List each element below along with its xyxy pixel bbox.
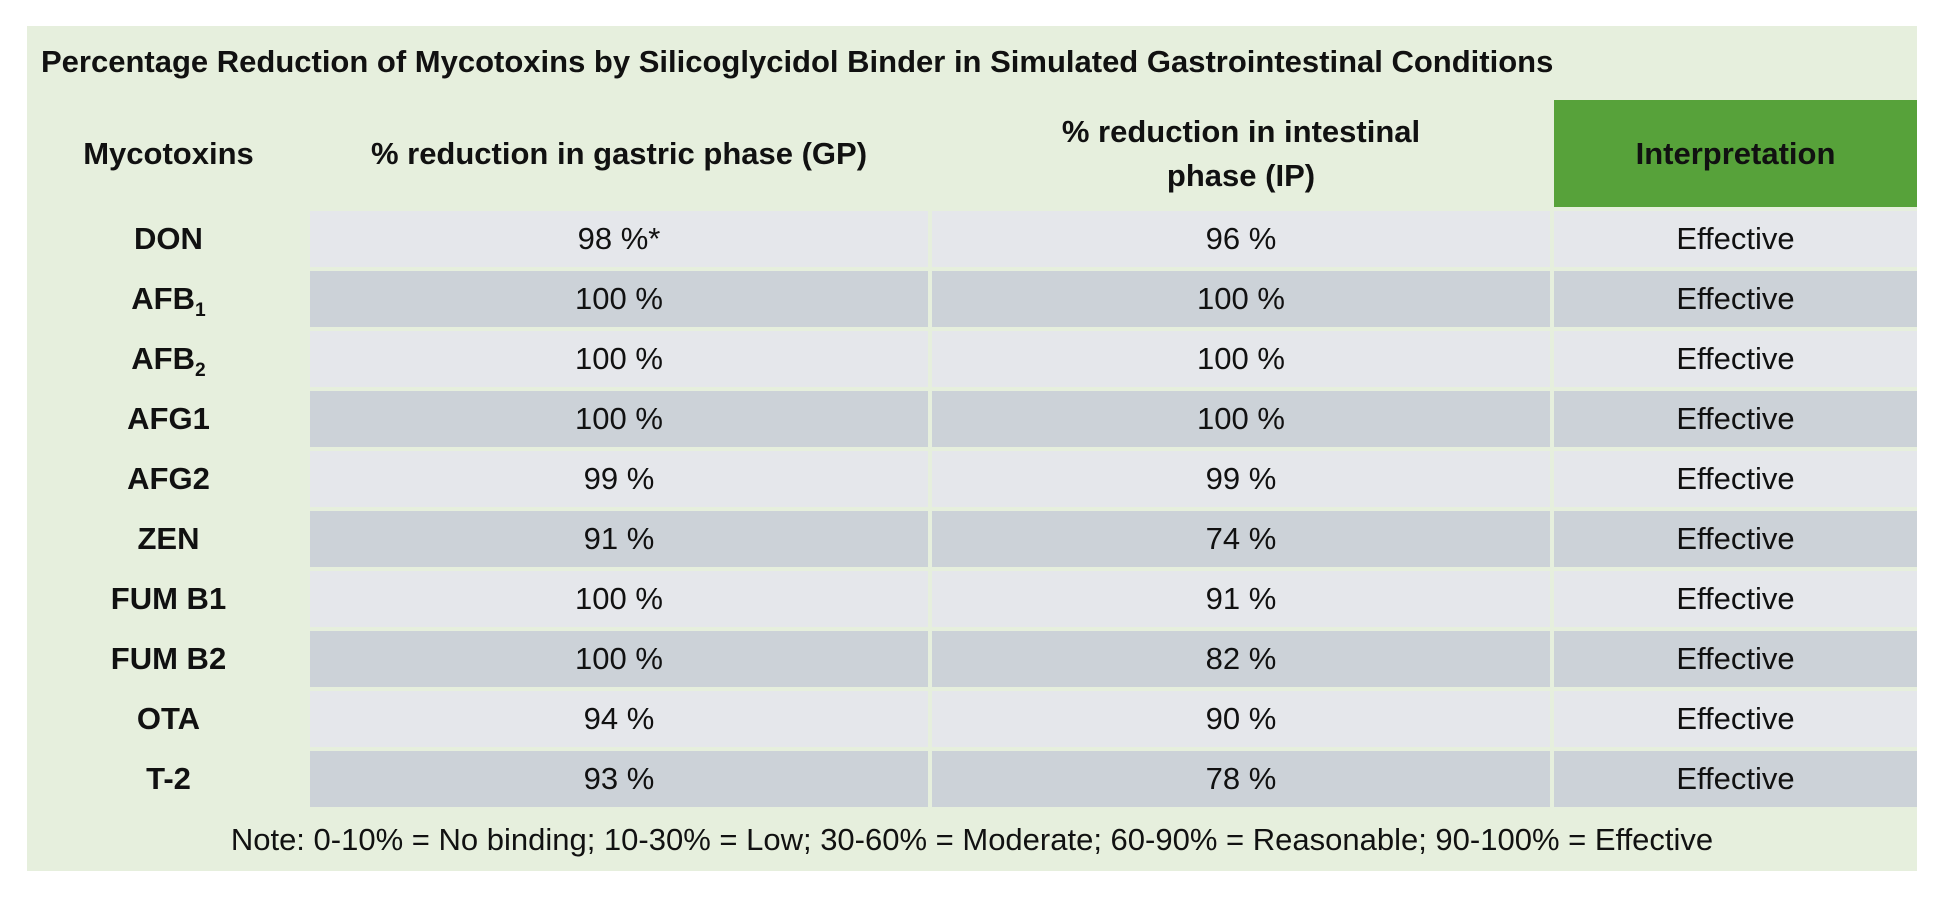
mycotoxin-cell: AFG2	[31, 451, 306, 507]
interpretation-cell: Effective	[1554, 391, 1917, 447]
header-row: Mycotoxins % reduction in gastric phase …	[31, 100, 1917, 207]
interpretation-cell: Effective	[1554, 631, 1917, 687]
mycotoxin-name: FUM B2	[110, 641, 227, 676]
interpretation-cell: Effective	[1554, 751, 1917, 807]
table-title: Percentage Reduction of Mycotoxins by Si…	[41, 44, 1554, 79]
table-row: AFB2 100 % 100 % Effective	[31, 331, 1917, 387]
table-row: T-2 93 % 78 % Effective	[31, 751, 1917, 807]
intestinal-reduction-cell: 100 %	[932, 271, 1550, 327]
table-row: AFG1 100 % 100 % Effective	[31, 391, 1917, 447]
gastric-reduction-cell: 91 %	[310, 511, 928, 567]
table-row: FUM B2 100 % 82 % Effective	[31, 631, 1917, 687]
header-intestinal-phase-label: % reduction in intestinal phase (IP)	[1061, 114, 1421, 193]
mycotoxin-name: T-2	[146, 761, 191, 796]
mycotoxin-table: Mycotoxins % reduction in gastric phase …	[27, 96, 1921, 811]
table-row: OTA 94 % 90 % Effective	[31, 691, 1917, 747]
table-note: Note: 0-10% = No binding; 10-30% = Low; …	[230, 822, 1714, 857]
mycotoxin-cell: AFB1	[31, 271, 306, 327]
mycotoxin-cell: OTA	[31, 691, 306, 747]
header-gastric-phase: % reduction in gastric phase (GP)	[310, 100, 928, 207]
mycotoxin-cell: FUM B1	[31, 571, 306, 627]
gastric-reduction-cell: 94 %	[310, 691, 928, 747]
gastric-reduction-cell: 93 %	[310, 751, 928, 807]
table-row: DON 98 %* 96 % Effective	[31, 211, 1917, 267]
table-row: FUM B1 100 % 91 % Effective	[31, 571, 1917, 627]
gastric-reduction-cell: 100 %	[310, 331, 928, 387]
intestinal-reduction-cell: 82 %	[932, 631, 1550, 687]
intestinal-reduction-cell: 100 %	[932, 331, 1550, 387]
mycotoxin-cell: ZEN	[31, 511, 306, 567]
table-row: ZEN 91 % 74 % Effective	[31, 511, 1917, 567]
mycotoxin-subscript: 2	[195, 359, 206, 381]
gastric-reduction-cell: 100 %	[310, 391, 928, 447]
header-interpretation: Interpretation	[1554, 100, 1917, 207]
mycotoxin-cell: DON	[31, 211, 306, 267]
mycotoxin-name: FUM B1	[110, 581, 227, 616]
mycotoxin-cell: T-2	[31, 751, 306, 807]
mycotoxin-cell: AFG1	[31, 391, 306, 447]
mycotoxin-name: OTA	[136, 701, 201, 736]
mycotoxin-name: AFB	[131, 341, 196, 376]
interpretation-cell: Effective	[1554, 511, 1917, 567]
intestinal-reduction-cell: 78 %	[932, 751, 1550, 807]
mycotoxin-name: AFG1	[127, 401, 210, 436]
table-body: Mycotoxins % reduction in gastric phase …	[31, 100, 1917, 807]
mycotoxin-name: DON	[134, 221, 203, 256]
gastric-reduction-cell: 100 %	[310, 631, 928, 687]
interpretation-cell: Effective	[1554, 571, 1917, 627]
mycotoxin-name: AFB	[131, 281, 196, 316]
gastric-reduction-cell: 100 %	[310, 571, 928, 627]
interpretation-cell: Effective	[1554, 451, 1917, 507]
mycotoxin-cell: FUM B2	[31, 631, 306, 687]
intestinal-reduction-cell: 99 %	[932, 451, 1550, 507]
intestinal-reduction-cell: 96 %	[932, 211, 1550, 267]
header-mycotoxins: Mycotoxins	[31, 100, 306, 207]
mycotoxin-name: ZEN	[137, 521, 200, 556]
intestinal-reduction-cell: 90 %	[932, 691, 1550, 747]
intestinal-reduction-cell: 100 %	[932, 391, 1550, 447]
gastric-reduction-cell: 99 %	[310, 451, 928, 507]
interpretation-cell: Effective	[1554, 211, 1917, 267]
table-row: AFB1 100 % 100 % Effective	[31, 271, 1917, 327]
intestinal-reduction-cell: 91 %	[932, 571, 1550, 627]
intestinal-reduction-cell: 74 %	[932, 511, 1550, 567]
interpretation-cell: Effective	[1554, 691, 1917, 747]
interpretation-cell: Effective	[1554, 271, 1917, 327]
mycotoxin-name: AFG2	[127, 461, 210, 496]
gastric-reduction-cell: 98 %*	[310, 211, 928, 267]
interpretation-cell: Effective	[1554, 331, 1917, 387]
header-intestinal-phase: % reduction in intestinal phase (IP)	[932, 100, 1550, 207]
mycotoxin-subscript: 1	[195, 299, 206, 321]
gastric-reduction-cell: 100 %	[310, 271, 928, 327]
mycotoxin-cell: AFB2	[31, 331, 306, 387]
table-row: AFG2 99 % 99 % Effective	[31, 451, 1917, 507]
